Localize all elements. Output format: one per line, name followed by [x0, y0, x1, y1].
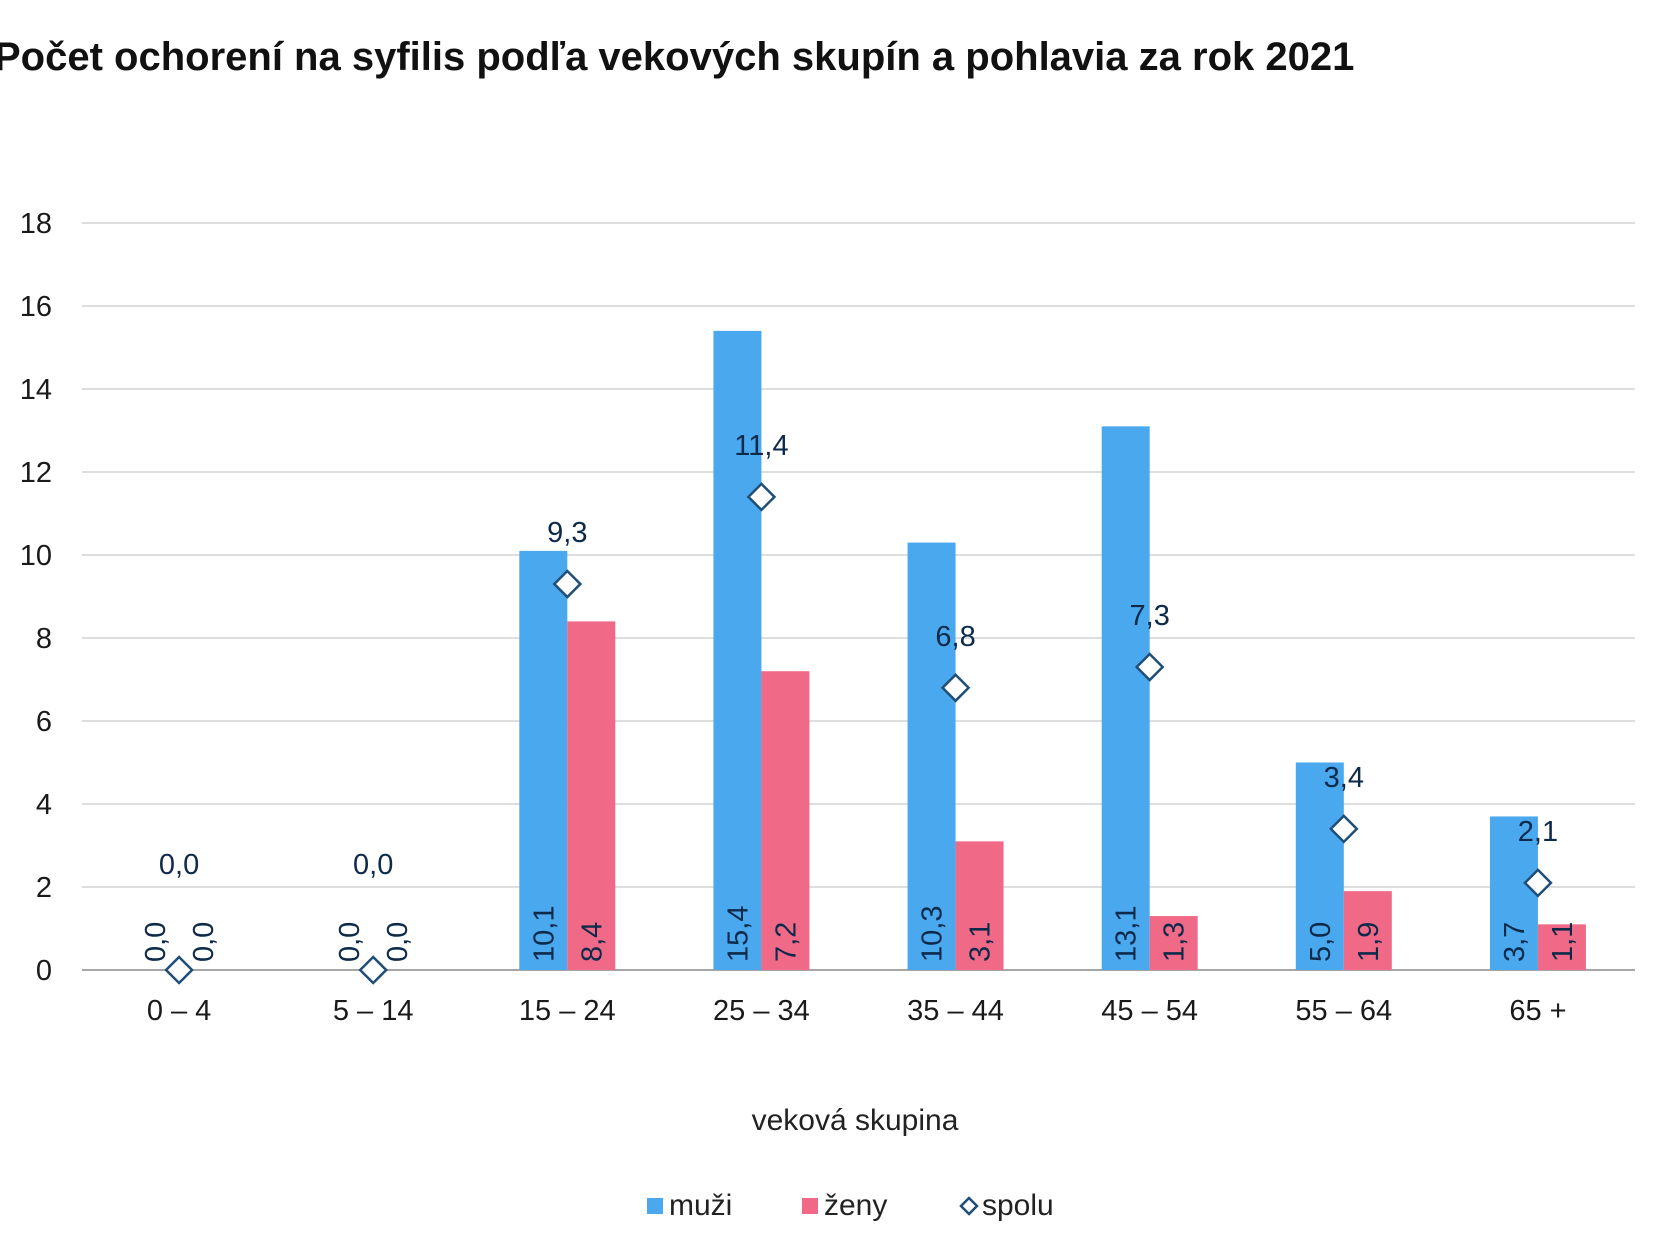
bar-muzi	[1295, 762, 1344, 970]
data-label-zeny: 0,0	[382, 922, 414, 962]
marker-spolu	[1523, 868, 1553, 898]
x-tick-label: 15 – 24	[519, 995, 616, 1027]
data-label-zeny: 7,2	[770, 922, 802, 962]
data-label-zeny: 1,1	[1547, 922, 1579, 962]
bar-muzi	[713, 330, 762, 970]
data-label-spolu: 0,0	[159, 849, 199, 881]
bar-zeny	[1343, 891, 1392, 970]
legend-swatch-muzi	[647, 1198, 663, 1214]
data-label-spolu: 11,4	[734, 430, 788, 462]
legend: muži ženy spolu	[647, 1189, 1054, 1222]
data-label-zeny: 1,9	[1353, 922, 1385, 962]
bar-zeny	[1537, 924, 1586, 970]
x-tick-label: 55 – 64	[1295, 995, 1392, 1027]
data-label-muzi: 3,7	[1499, 922, 1531, 962]
x-tick-label: 25 – 34	[713, 995, 810, 1027]
data-label-spolu: 0,0	[353, 849, 393, 881]
y-tick-label: 0	[36, 955, 52, 987]
bar-zeny	[761, 671, 810, 970]
bar-data-labels: 0,0 0,0 0,0 0,0 10,1 8,4 15,4 7,2 10,3 3,1 13,1 1,3…	[140, 906, 1579, 962]
data-label-muzi: 10,3	[917, 906, 949, 962]
bar-muzi	[907, 542, 956, 970]
x-tick-label: 5 – 14	[333, 995, 414, 1027]
bar-muzi	[1101, 426, 1150, 971]
marker-spolu	[746, 482, 777, 512]
marker-spolu	[940, 673, 971, 703]
data-label-spolu: 6,8	[935, 621, 975, 653]
data-label-zeny: 8,4	[576, 922, 608, 962]
y-tick-label: 8	[36, 623, 52, 655]
x-tick-label: 45 – 54	[1101, 995, 1198, 1027]
marker-spolu	[552, 569, 583, 599]
data-label-muzi: 0,0	[334, 922, 366, 962]
y-tick-label: 6	[36, 706, 52, 738]
data-label-zeny: 1,3	[1159, 922, 1191, 962]
x-tick-label: 0 – 4	[147, 995, 212, 1027]
legend-label-spolu: spolu	[982, 1189, 1054, 1222]
y-tick-label: 10	[20, 540, 52, 572]
legend-swatch-zeny	[802, 1198, 818, 1214]
data-label-spolu: 7,3	[1130, 600, 1170, 632]
bar-muzi	[1489, 816, 1538, 970]
y-tick-label: 12	[20, 457, 52, 489]
y-tick-label: 2	[36, 872, 52, 904]
marker-spolu	[164, 955, 194, 985]
data-label-spolu: 2,1	[1518, 816, 1558, 848]
data-label-spolu: 9,3	[547, 517, 587, 549]
x-axis-label: veková skupina	[752, 1104, 959, 1137]
bars	[519, 330, 1586, 971]
marker-spolu	[358, 955, 388, 985]
data-label-muzi: 5,0	[1305, 922, 1337, 962]
x-tick-label: 65 +	[1509, 995, 1566, 1027]
data-label-spolu: 3,4	[1324, 762, 1364, 794]
data-label-muzi: 13,1	[1111, 906, 1143, 962]
y-tick-label: 16	[20, 291, 52, 323]
y-tick-label: 4	[36, 789, 52, 821]
spolu-markers: 0,0 0,0 9,3 11,4 6,8 7,3 3,4 2,1	[159, 430, 1558, 985]
x-tick-label: 35 – 44	[907, 995, 1004, 1027]
data-label-zeny: 0,0	[188, 922, 220, 962]
data-label-muzi: 10,1	[528, 906, 560, 962]
marker-spolu	[1134, 652, 1165, 682]
y-tick-label: 14	[20, 374, 52, 406]
bar-muzi	[519, 550, 568, 970]
y-axis-ticks: 0 2 4 6 8 10 12 14 16 18	[20, 208, 52, 987]
legend-swatch-spolu	[959, 1196, 979, 1216]
legend-label-zeny: ženy	[824, 1189, 887, 1222]
legend-label-muzi: muži	[669, 1189, 732, 1222]
y-tick-label: 18	[20, 208, 52, 240]
chart-title: Počet ochorení na syfilis podľa vekových…	[0, 35, 1354, 79]
bar-zeny	[567, 621, 616, 970]
x-axis-ticks: 0 – 4 5 – 14 15 – 24 25 – 34 35 – 44 45 – 54 5…	[147, 995, 1567, 1027]
bar-zeny	[955, 841, 1004, 970]
bar-zeny	[1149, 916, 1198, 970]
marker-spolu	[1329, 814, 1359, 844]
data-label-muzi: 0,0	[140, 922, 172, 962]
data-label-zeny: 3,1	[965, 922, 997, 962]
gridlines	[82, 222, 1635, 971]
data-label-muzi: 15,4	[722, 906, 754, 962]
